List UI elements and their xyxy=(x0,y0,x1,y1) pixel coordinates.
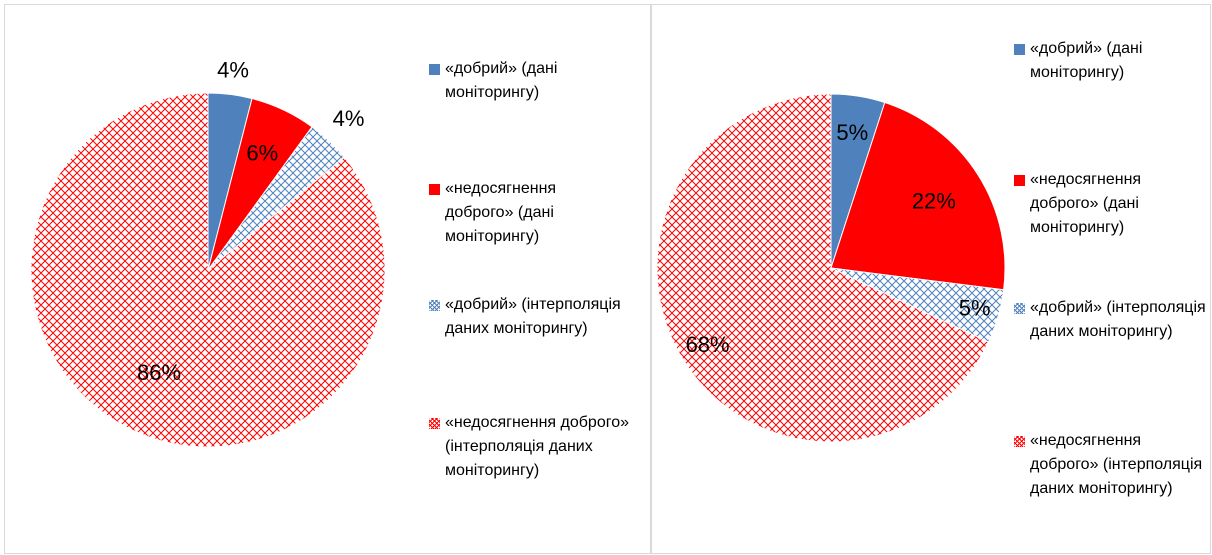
data-label-not-good-interpolation: 86% xyxy=(137,360,181,385)
legend-swatch xyxy=(429,64,440,75)
pie-chart-left: 4% 6% 4% 86% xyxy=(30,57,386,448)
legend-label: «недосягнення доброго» (дані моніторингу… xyxy=(1030,171,1142,236)
legend-label: «добрий» (інтерполяція даних моніторингу… xyxy=(1030,299,1206,340)
legend-swatch xyxy=(429,418,440,429)
pie-chart-right: 5% 22% 5% 68% xyxy=(656,93,1006,443)
legend-swatch xyxy=(429,184,440,195)
chart-panel-right: 5% 22% 5% 68% «добрий» (дані моніторингу) «… xyxy=(651,4,1211,554)
data-label-good-interpolation: 5% xyxy=(959,296,991,321)
data-label-good-monitoring: 4% xyxy=(217,57,249,82)
legend-label: «недосягнення доброго» (дані моніторингу… xyxy=(445,180,557,245)
data-label-good-monitoring: 5% xyxy=(836,120,868,145)
legend-label: «добрий» (інтерполяція даних моніторингу… xyxy=(445,296,621,337)
legend-item-good-monitoring: «добрий» (дані моніторингу) xyxy=(429,57,629,105)
slice-not-good-monitoring xyxy=(830,101,1006,291)
legend-label: «добрий» (дані моніторингу) xyxy=(1030,40,1143,81)
data-label-good-interpolation: 4% xyxy=(333,106,365,131)
legend-item-good-monitoring: «добрий» (дані моніторингу) xyxy=(1014,37,1189,85)
legend-item-not-good-monitoring: «недосягнення доброго» (дані моніторингу… xyxy=(429,177,609,249)
legend-swatch xyxy=(1014,303,1025,314)
legend-label: «добрий» (дані моніторингу) xyxy=(445,60,558,101)
data-label-not-good-interpolation: 68% xyxy=(686,332,730,357)
legend-item-good-interpolation: «добрий» (інтерполяція даних моніторингу… xyxy=(429,293,644,341)
legend-label: «недосягнення доброго» (інтерполяція дан… xyxy=(445,414,630,479)
legend-item-not-good-interpolation: «недосягнення доброго» (інтерполяція дан… xyxy=(1014,429,1209,501)
data-label-not-good-monitoring: 6% xyxy=(246,141,278,166)
legend-swatch xyxy=(1014,44,1025,55)
legend-swatch xyxy=(1014,175,1025,186)
legend-swatch xyxy=(1014,436,1025,447)
slice-not-good-interpolation xyxy=(656,93,990,443)
slice-not-good-interpolation xyxy=(30,92,386,448)
legend-item-not-good-monitoring: «недосягнення доброго» (дані моніторингу… xyxy=(1014,168,1189,240)
legend-swatch xyxy=(429,300,440,311)
legend-label: «недосягнення доброго» (інтерполяція дан… xyxy=(1030,432,1203,497)
legend-item-not-good-interpolation: «недосягнення доброго» (інтерполяція дан… xyxy=(429,411,644,483)
chart-panel-left: 4% 6% 4% 86% «добрий» (дані моніторингу) «н… xyxy=(4,4,651,554)
legend-item-good-interpolation: «добрий» (інтерполяція даних моніторингу… xyxy=(1014,296,1209,344)
data-label-not-good-monitoring: 22% xyxy=(912,189,956,214)
